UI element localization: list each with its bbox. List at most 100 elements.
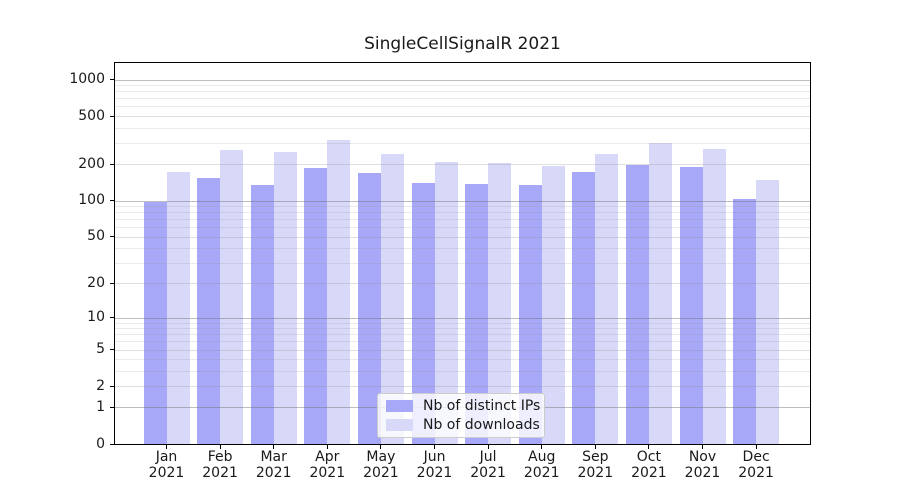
downloads-bar [166, 172, 190, 444]
downloads-bar [756, 180, 780, 444]
gridline [115, 164, 810, 166]
x-tick-mark [755, 445, 757, 449]
x-tick-label: Aug 2021 [523, 449, 560, 481]
x-tick-label: Sep 2021 [577, 449, 614, 481]
y-tick-mark [110, 163, 114, 165]
x-tick-label: Nov 2021 [684, 449, 721, 481]
legend-label-ips: Nb of distinct IPs [423, 398, 541, 415]
gridline [115, 85, 810, 87]
x-tick-mark [541, 445, 543, 449]
ips-bar [411, 182, 435, 444]
gridline [115, 142, 810, 144]
y-tick-label: 200 [78, 155, 105, 172]
x-tick-mark [594, 445, 596, 449]
gridline [115, 236, 810, 238]
grid-layer [115, 63, 810, 444]
x-tick-label: Jun 2021 [416, 449, 453, 481]
x-tick-mark [434, 445, 435, 449]
y-tick-mark [110, 79, 114, 80]
downloads-bar [220, 149, 244, 444]
y-tick-mark [110, 406, 114, 408]
gridline [115, 262, 810, 264]
ips-bar [250, 184, 274, 444]
gridline [115, 116, 810, 117]
y-tick-mark [110, 236, 114, 238]
gridline [115, 106, 810, 108]
gridline [115, 200, 810, 202]
downloads-bar [595, 153, 619, 444]
downloads-bar [702, 149, 726, 444]
ips-bar [518, 184, 542, 444]
downloads-bar [327, 140, 351, 444]
x-tick-mark [702, 445, 703, 449]
x-tick-mark [219, 445, 221, 449]
y-tick-label: 5 [96, 341, 105, 357]
y-tick-mark [110, 349, 114, 350]
ips-bar [625, 165, 649, 444]
ips-bar [679, 167, 703, 444]
gridline [115, 349, 810, 351]
downloads-bar [380, 154, 404, 444]
x-tick-label: Feb 2021 [202, 449, 238, 481]
gridline [115, 283, 810, 285]
ips-bar [357, 173, 381, 444]
y-tick-mark [110, 282, 114, 284]
legend-item-distinct-ips: Nb of distinct IPs [386, 398, 540, 414]
gridline [115, 219, 810, 221]
x-tick-mark [648, 445, 650, 449]
ips-bar [197, 178, 221, 444]
y-tick-label: 10 [87, 309, 105, 325]
gridline [115, 334, 810, 336]
gridline [115, 127, 810, 129]
gridline [115, 370, 810, 372]
legend: Nb of distinct IPs Nb of downloads [377, 393, 545, 438]
downloads-bar [648, 142, 672, 444]
x-tick-mark [166, 445, 167, 449]
x-tick-label: Oct 2021 [631, 449, 667, 481]
y-tick-label: 500 [78, 107, 105, 124]
downloads-bar [488, 162, 512, 444]
x-tick-mark [326, 445, 328, 449]
y-tick-label: 0 [96, 435, 105, 452]
ips-bar [304, 168, 328, 444]
gridline [115, 359, 810, 361]
chart-title: SingleCellSignalR 2021 [364, 34, 561, 54]
gridline [115, 227, 810, 229]
y-tick-label: 2 [96, 377, 105, 394]
bars-layer [115, 63, 810, 444]
ips-bar [143, 202, 167, 444]
y-tick-label: 100 [78, 192, 105, 208]
x-tick-label: Apr 2021 [309, 449, 346, 481]
gridline [115, 91, 810, 93]
y-tick-mark [110, 385, 114, 387]
gridline [115, 317, 810, 319]
gridline [115, 341, 810, 343]
ips-bar [733, 199, 757, 444]
y-tick-mark [110, 317, 114, 318]
legend-item-downloads: Nb of downloads [386, 417, 540, 433]
x-tick-mark [487, 445, 489, 449]
legend-swatch-ips [386, 400, 413, 413]
legend-swatch-downloads [386, 418, 413, 431]
x-tick-label: Dec 2021 [738, 449, 774, 481]
downloads-bar [273, 152, 297, 444]
y-tick-mark [110, 200, 114, 201]
gridline [115, 322, 810, 324]
y-tick-mark [110, 443, 114, 445]
x-tick-label: Mar 2021 [255, 449, 292, 481]
x-tick-label: May 2021 [363, 449, 399, 481]
plot-area [114, 62, 811, 445]
x-tick-mark [273, 445, 275, 449]
y-tick-label: 20 [87, 274, 105, 291]
gridline [115, 79, 810, 81]
x-tick-label: Jan 2021 [148, 449, 185, 481]
gridline [115, 328, 810, 330]
ips-bar [465, 183, 489, 444]
y-tick-label: 1000 [69, 71, 105, 87]
gridline [115, 386, 810, 387]
y-tick-label: 1 [96, 398, 105, 415]
gridline [115, 212, 810, 214]
y-tick-mark [110, 115, 114, 117]
x-tick-mark [380, 445, 382, 449]
